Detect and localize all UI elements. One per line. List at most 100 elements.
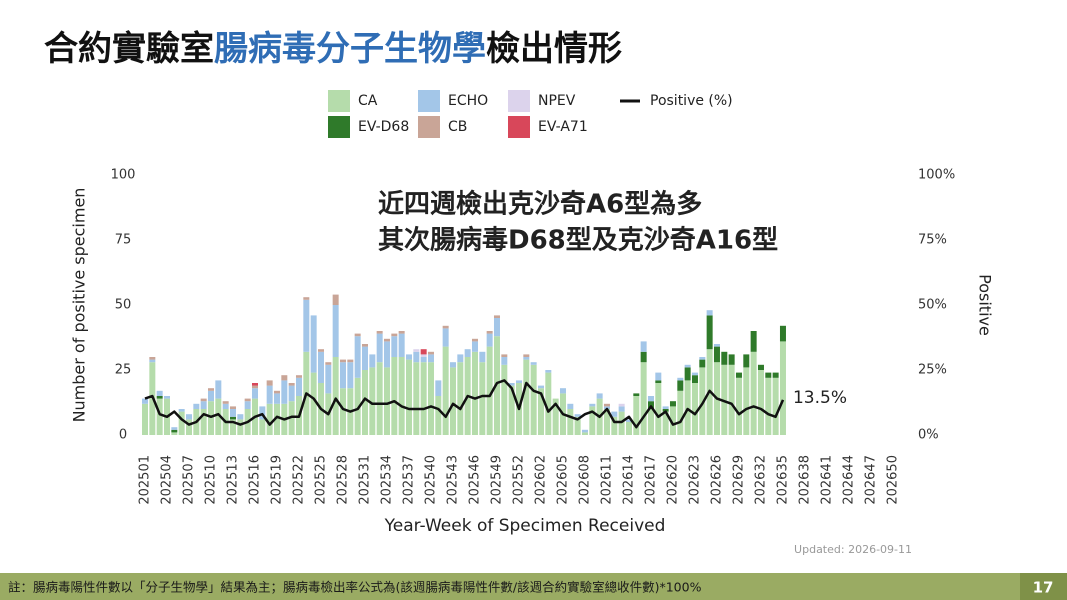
bar-segment — [215, 398, 222, 435]
bar-segment — [611, 416, 618, 435]
bar-segment — [457, 362, 464, 435]
bar-segment — [171, 427, 178, 430]
legend-swatch — [508, 90, 530, 112]
bar-segment — [288, 383, 295, 386]
x-tick-label: 202641 — [819, 455, 834, 505]
bar-segment — [772, 372, 779, 378]
bar-segment — [581, 429, 588, 433]
bar-segment — [574, 414, 581, 417]
bar-segment — [449, 362, 456, 368]
bar-segment — [229, 416, 236, 420]
bar-segment — [699, 359, 706, 368]
bar-segment — [471, 341, 478, 352]
bar-segment — [442, 328, 449, 347]
bar-segment — [310, 372, 317, 435]
y2-axis-label: Positive — [976, 274, 995, 336]
bar-segment — [677, 377, 684, 381]
bar-segment — [398, 331, 405, 334]
bar-segment — [721, 351, 728, 365]
bar-segment — [699, 357, 706, 360]
bar-segment — [398, 333, 405, 357]
x-tick-label: 202525 — [313, 455, 328, 505]
x-tick-label: 202644 — [841, 455, 856, 505]
bar-segment — [244, 401, 251, 409]
bar-segment — [178, 411, 185, 435]
bar-segment — [259, 406, 266, 420]
bar-segment — [479, 362, 486, 435]
bar-segment — [215, 380, 222, 399]
bar-segment — [486, 333, 493, 347]
bar-segment — [369, 367, 376, 435]
bar-segment — [149, 359, 156, 363]
bar-segment — [207, 401, 214, 435]
bar-segment — [757, 364, 764, 370]
bar-segment — [537, 388, 544, 435]
bar-segment — [427, 362, 434, 435]
bar-segment — [640, 362, 647, 435]
bar-segment — [530, 362, 537, 365]
bar-segment — [486, 331, 493, 334]
title-part: 檢出情形 — [486, 29, 622, 69]
bar-segment — [442, 325, 449, 329]
bar-segment — [669, 406, 676, 435]
bar-segment — [633, 396, 640, 435]
bar-segment — [259, 419, 266, 435]
x-tick-label: 202516 — [247, 455, 262, 505]
bar-segment — [266, 380, 273, 386]
bar-segment — [391, 336, 398, 357]
bar-segment — [354, 333, 361, 337]
x-tick-label: 202608 — [577, 455, 592, 505]
bar-segment — [317, 349, 324, 352]
bar-segment — [405, 354, 412, 360]
bar-segment — [185, 419, 192, 435]
x-tick-label: 202623 — [687, 455, 702, 505]
bar-segment — [618, 406, 625, 412]
x-tick-label: 202647 — [863, 455, 878, 505]
title-part: 腸病毒分子生物學 — [214, 29, 486, 69]
bar-segment — [772, 377, 779, 435]
legend-swatch — [418, 90, 440, 112]
bar-segment — [222, 403, 229, 409]
y-tick-label: 0 — [119, 428, 127, 443]
bar-segment — [251, 383, 258, 386]
bar-segment — [735, 372, 742, 378]
bar-segment — [567, 403, 574, 409]
bar-segment — [508, 383, 515, 386]
bar-segment — [574, 416, 581, 435]
bar-segment — [589, 406, 596, 435]
y2-tick-label: 100% — [918, 168, 955, 183]
bar-segment — [743, 354, 750, 368]
bar-segment — [178, 409, 185, 412]
y-tick-label: 50 — [115, 298, 132, 313]
bar-segment — [420, 357, 427, 363]
bar-segment — [662, 406, 669, 409]
annotation: 近四週檢出克沙奇A6型為多 — [378, 189, 702, 220]
bar-segment — [332, 305, 339, 357]
bar-segment — [317, 351, 324, 383]
x-tick-label: 202504 — [159, 455, 174, 505]
bar-segment — [376, 331, 383, 334]
bar-segment — [625, 419, 632, 422]
bar-segment — [589, 403, 596, 407]
bar-segment — [303, 299, 310, 352]
bar-segment — [361, 346, 368, 370]
bar-segment — [413, 362, 420, 435]
bar-segment — [244, 398, 251, 402]
x-tick-label: 202549 — [489, 455, 504, 505]
legend-swatch — [418, 116, 440, 138]
bar-segment — [325, 362, 332, 365]
bar-segment — [618, 403, 625, 407]
annotation: 其次腸病毒D68型及克沙奇A16型 — [378, 226, 778, 256]
bar-segment — [647, 401, 654, 409]
bar-segment — [691, 375, 698, 383]
x-tick-label: 202531 — [357, 455, 372, 505]
bar-segment — [185, 414, 192, 420]
bar-segment — [464, 349, 471, 357]
bar-segment — [266, 403, 273, 435]
bar-segment — [596, 393, 603, 399]
bar-segment — [427, 354, 434, 363]
x-tick-label: 202611 — [599, 455, 614, 505]
bar-segment — [779, 341, 786, 435]
bar-segment — [691, 372, 698, 376]
bar-segment — [207, 388, 214, 391]
